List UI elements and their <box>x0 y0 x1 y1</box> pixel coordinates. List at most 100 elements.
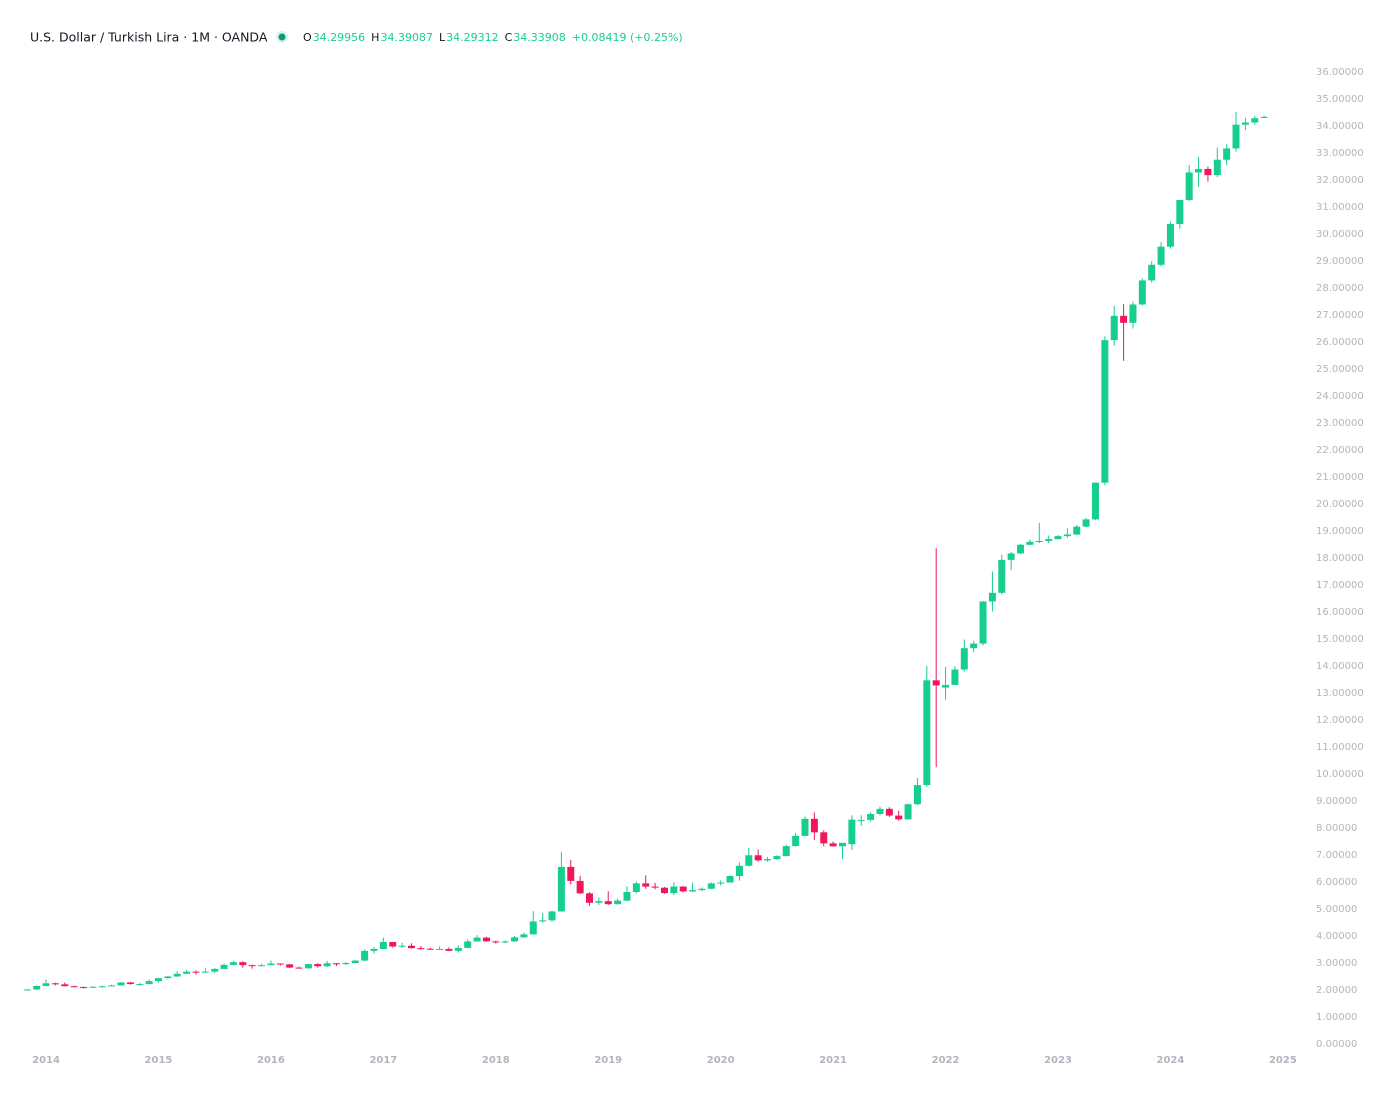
y-tick-label: 5.00000 <box>1316 904 1357 915</box>
candle-body <box>529 921 537 935</box>
ohlc-label: H <box>371 31 379 44</box>
candle-body <box>164 976 172 979</box>
y-tick-label: 13.00000 <box>1316 688 1364 699</box>
candle-body <box>333 963 341 965</box>
ohlc-label: C <box>505 31 513 44</box>
candle-body <box>417 948 425 950</box>
candle-body <box>1026 541 1034 545</box>
candle-body <box>885 808 893 816</box>
candle-body <box>1017 544 1025 554</box>
candle-body <box>295 967 303 969</box>
candle-body <box>1063 534 1071 537</box>
candle-body <box>351 960 359 963</box>
y-tick-label: 3.00000 <box>1316 958 1357 969</box>
candle-body <box>1101 340 1109 483</box>
candle-body <box>876 808 884 814</box>
candle-body <box>773 856 781 860</box>
ohlc-label: L <box>439 31 446 44</box>
y-tick-label: 36.00000 <box>1316 67 1364 78</box>
candle-body <box>51 983 59 985</box>
y-tick-label: 19.00000 <box>1316 526 1364 537</box>
y-tick-label: 10.00000 <box>1316 769 1364 780</box>
y-tick-label: 9.00000 <box>1316 796 1357 807</box>
y-tick-label: 16.00000 <box>1316 607 1364 618</box>
candle-body <box>304 964 312 969</box>
candle-body <box>42 983 50 986</box>
candle-body <box>829 843 837 847</box>
candle-body <box>136 984 144 986</box>
y-tick-label: 12.00000 <box>1316 715 1364 726</box>
candle-body <box>258 965 266 967</box>
candle-body <box>361 950 369 961</box>
y-tick-label: 7.00000 <box>1316 850 1357 861</box>
ohlc-value: 34.39087 <box>380 31 433 44</box>
candle-body <box>707 883 715 889</box>
candle-body <box>286 964 294 968</box>
candle-body <box>511 937 519 942</box>
candle-body <box>998 559 1006 593</box>
candle-body <box>970 643 978 649</box>
y-tick-label: 17.00000 <box>1316 580 1364 591</box>
candle-body <box>154 978 162 982</box>
candle-body <box>239 962 247 966</box>
candle-body <box>33 985 41 990</box>
status-dot <box>278 33 286 41</box>
candle-body <box>407 945 415 949</box>
candle-body <box>183 971 191 974</box>
y-tick-label: 32.00000 <box>1316 175 1364 186</box>
candle-body <box>988 592 996 602</box>
candle-body <box>857 819 865 821</box>
candle-body <box>1185 172 1193 200</box>
x-tick-label: 2019 <box>594 1055 622 1066</box>
candle-body <box>660 887 668 894</box>
candle-body <box>810 818 818 833</box>
candle-body <box>614 900 622 905</box>
candle-body <box>1045 539 1053 541</box>
candle-body <box>1232 124 1240 149</box>
y-tick-label: 33.00000 <box>1316 148 1364 159</box>
candle-body <box>979 601 987 644</box>
candle-body <box>1054 536 1062 540</box>
y-tick-label: 26.00000 <box>1316 337 1364 348</box>
y-tick-label: 27.00000 <box>1316 310 1364 321</box>
candle-body <box>1241 122 1249 125</box>
candle-body <box>848 819 856 845</box>
candle-body <box>220 964 228 969</box>
candle-body <box>173 973 181 977</box>
candle-body <box>745 855 753 866</box>
candle-body <box>1148 264 1156 281</box>
y-tick-label: 6.00000 <box>1316 877 1357 888</box>
candle-body <box>1166 224 1174 247</box>
candle-body <box>1073 526 1081 535</box>
candle-body <box>229 962 237 965</box>
candle-body <box>698 888 706 891</box>
candle-body <box>520 934 528 938</box>
candle-body <box>501 941 509 943</box>
candle-body <box>379 941 387 949</box>
y-tick-label: 25.00000 <box>1316 364 1364 375</box>
candle-body <box>735 865 743 877</box>
candle-body <box>1213 159 1221 176</box>
candle-body <box>1110 315 1118 341</box>
candle-body <box>426 948 434 950</box>
y-tick-label: 24.00000 <box>1316 391 1364 402</box>
candle-body <box>754 855 762 861</box>
candle-body <box>651 886 659 888</box>
candle-body <box>370 948 378 951</box>
candle-body <box>1260 116 1268 118</box>
candle-body <box>389 941 397 947</box>
candle-body <box>557 866 565 912</box>
candle-body <box>932 680 940 686</box>
candle-body <box>276 963 284 965</box>
y-tick-label: 35.00000 <box>1316 94 1364 105</box>
candle-body <box>567 866 575 881</box>
candle-body <box>895 815 903 820</box>
y-tick-label: 15.00000 <box>1316 634 1364 645</box>
candle-body <box>904 804 912 820</box>
y-tick-label: 2.00000 <box>1316 985 1357 996</box>
candle-body <box>689 890 697 892</box>
x-tick-label: 2024 <box>1157 1055 1185 1066</box>
candle-body <box>782 846 790 857</box>
candle-body <box>1082 519 1090 527</box>
